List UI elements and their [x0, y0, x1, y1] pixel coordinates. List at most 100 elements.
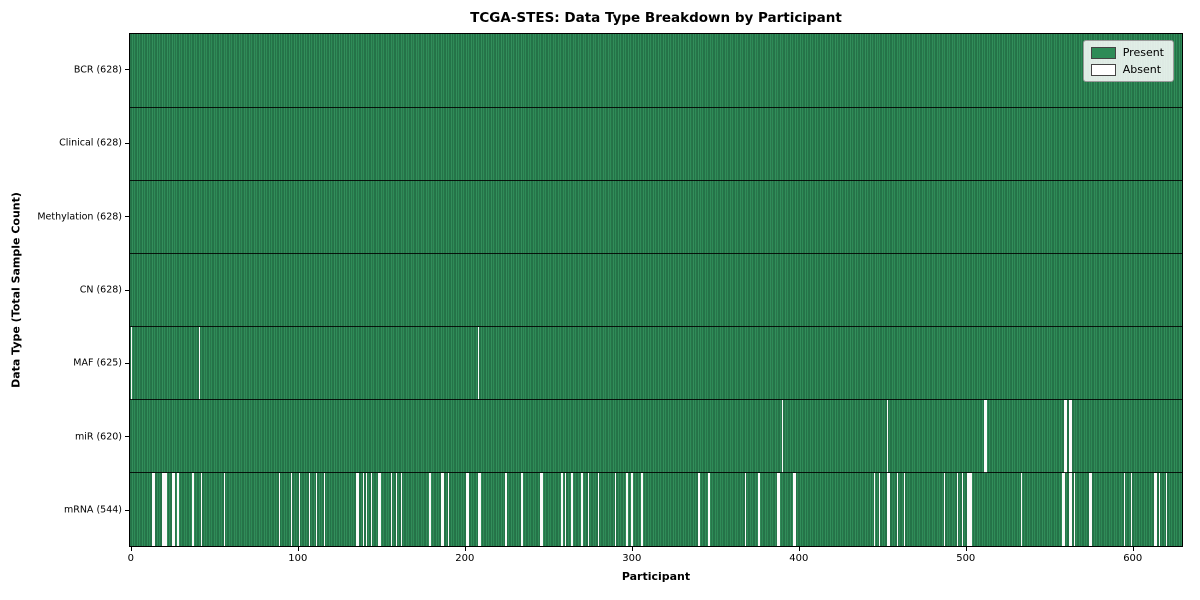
absent-stripe	[200, 472, 202, 546]
y-axis-label: Data Type (Total Sample Count)	[9, 192, 23, 388]
y-tick-label-BCR: BCR (628)	[73, 64, 122, 76]
absent-stripe	[564, 472, 566, 546]
chart-title: TCGA-STES: Data Type Breakdown by Partic…	[470, 10, 842, 26]
x-tick-label-500: 500	[956, 553, 976, 564]
absent-stripe	[152, 472, 156, 546]
absent-stripe	[1073, 472, 1076, 546]
x-tick-mark	[965, 547, 967, 551]
row-separator	[130, 472, 1182, 474]
absent-stripe	[177, 472, 179, 546]
absent-stripe	[504, 472, 508, 546]
row-band-CN	[130, 253, 1182, 326]
absent-stripe	[1165, 472, 1168, 546]
x-tick-mark	[297, 547, 299, 551]
y-tick-label-CN: CN (628)	[79, 284, 122, 296]
absent-stripe	[896, 472, 899, 546]
absent-stripe	[130, 326, 132, 400]
y-tick-mark	[125, 216, 129, 218]
y-tick-label-MAF: MAF (625)	[73, 357, 122, 369]
absent-stripe	[698, 472, 700, 546]
absent-stripe	[886, 472, 890, 546]
absent-stripe	[745, 472, 747, 546]
row-band-Methylation	[130, 180, 1182, 253]
x-tick-label-400: 400	[789, 553, 809, 564]
absent-stripe	[1068, 472, 1072, 546]
absent-stripe	[377, 472, 381, 546]
absent-stripe	[903, 472, 905, 546]
y-tick-label-miR: miR (620)	[74, 431, 122, 443]
x-tick-mark	[1132, 547, 1134, 551]
x-tick-label-300: 300	[622, 553, 642, 564]
absent-stripe	[626, 472, 628, 546]
absent-stripe	[598, 472, 600, 546]
absent-stripe	[429, 472, 431, 546]
absent-stripe	[781, 399, 784, 473]
absent-stripe	[776, 472, 780, 546]
absent-stripe	[886, 399, 889, 473]
absent-stripe	[521, 472, 523, 546]
absent-stripe	[390, 472, 393, 546]
legend-present-label: Present	[1122, 46, 1164, 59]
y-tick-mark	[125, 509, 129, 511]
x-tick-label-200: 200	[455, 553, 475, 564]
absent-stripe	[641, 472, 643, 546]
legend-item-present: Present	[1090, 46, 1164, 59]
absent-stripe	[581, 472, 583, 546]
y-tick-label-Methylation: Methylation (628)	[37, 211, 122, 223]
y-tick-mark	[125, 142, 129, 144]
absent-stripe	[793, 472, 797, 546]
row-band-mRNA	[130, 472, 1182, 546]
x-axis-label: Participant	[621, 570, 691, 583]
absent-stripe	[224, 472, 226, 546]
absent-stripe	[962, 472, 964, 546]
absent-stripe	[614, 472, 617, 546]
row-band-MAF	[130, 326, 1182, 400]
absent-stripe	[539, 472, 543, 546]
absent-stripe	[1154, 472, 1158, 546]
absent-stripe	[309, 472, 311, 546]
absent-stripe	[355, 472, 359, 546]
x-tick-label-600: 600	[1123, 553, 1143, 564]
absent-stripe	[957, 472, 959, 546]
absent-stripe	[279, 472, 281, 546]
absent-stripe	[967, 472, 972, 546]
absent-stripe	[561, 472, 563, 546]
absent-stripe	[1124, 472, 1126, 546]
absent-stripe	[631, 472, 633, 546]
y-tick-mark	[125, 362, 129, 364]
absent-stripe	[447, 472, 450, 546]
x-tick-mark	[464, 547, 466, 551]
row-band-miR	[130, 399, 1182, 473]
row-separator	[130, 326, 1182, 328]
y-tick-label-mRNA: mRNA (544)	[63, 504, 122, 516]
absent-stripe	[708, 472, 710, 546]
absent-stripe	[1159, 472, 1161, 546]
absent-stripe	[324, 472, 326, 546]
y-tick-mark	[125, 289, 129, 291]
row-separator	[130, 399, 1182, 401]
absent-stripe	[1130, 472, 1133, 546]
absent-stripe	[758, 472, 760, 546]
absent-stripe	[299, 472, 301, 546]
absent-stripe	[983, 399, 987, 473]
row-separator	[130, 106, 1182, 108]
absent-stripe	[362, 472, 364, 546]
absent-stripe	[943, 472, 945, 546]
absent-stripe	[477, 326, 480, 400]
legend: Present Absent	[1082, 40, 1174, 82]
absent-stripe	[878, 472, 880, 546]
x-tick-mark	[130, 547, 132, 551]
y-tick-label-Clinical: Clinical (628)	[59, 137, 122, 149]
present-swatch-icon	[1090, 46, 1116, 59]
absent-stripe	[466, 472, 470, 546]
absent-stripe	[477, 472, 481, 546]
absent-stripe	[441, 472, 445, 546]
absent-stripe	[198, 326, 201, 400]
x-tick-label-0: 0	[127, 553, 135, 564]
plot-area: Present Absent	[129, 33, 1183, 547]
absent-stripe	[365, 472, 368, 546]
legend-absent-label: Absent	[1122, 63, 1162, 76]
absent-stripe	[315, 472, 318, 546]
x-tick-mark	[631, 547, 633, 551]
